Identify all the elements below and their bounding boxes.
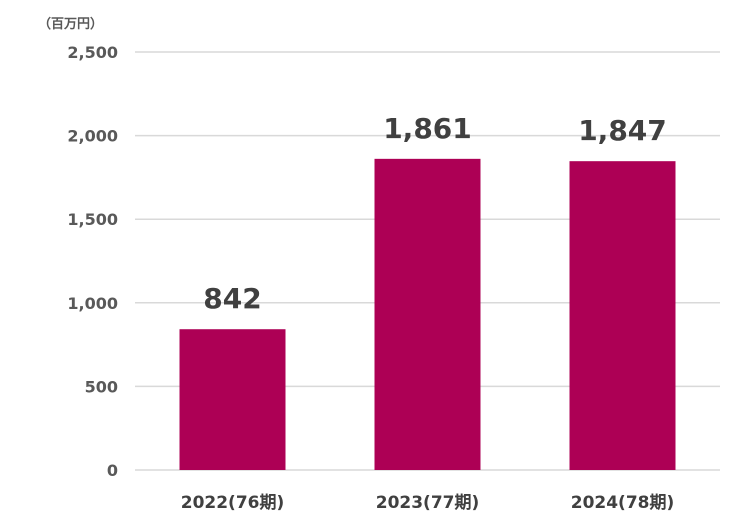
category-label: 2023(77期) [376,493,480,513]
y-tick-label: 1,000 [67,294,118,313]
bar [569,161,676,471]
y-tick-label: 0 [107,461,118,480]
bar [374,158,481,470]
y-tick-label: 2,500 [67,43,118,62]
bars [179,158,676,471]
y-axis-tick-labels: 0 500 1,000 1,500 2,000 2,500 [67,43,118,480]
data-labels: 842 1,861 1,847 [203,112,667,315]
x-axis-category-labels: 2022(76期) 2023(77期) 2024(78期) [181,493,675,513]
data-label: 1,847 [578,114,667,147]
y-tick-label: 500 [85,377,118,396]
y-tick-label: 1,500 [67,210,118,229]
category-label: 2024(78期) [571,493,675,513]
data-label: 1,861 [383,112,472,145]
category-label: 2022(76期) [181,493,285,513]
y-tick-label: 2,000 [67,127,118,146]
bar [179,329,286,470]
data-label: 842 [203,282,261,315]
y-axis-unit-label: （百万円） [38,16,103,32]
